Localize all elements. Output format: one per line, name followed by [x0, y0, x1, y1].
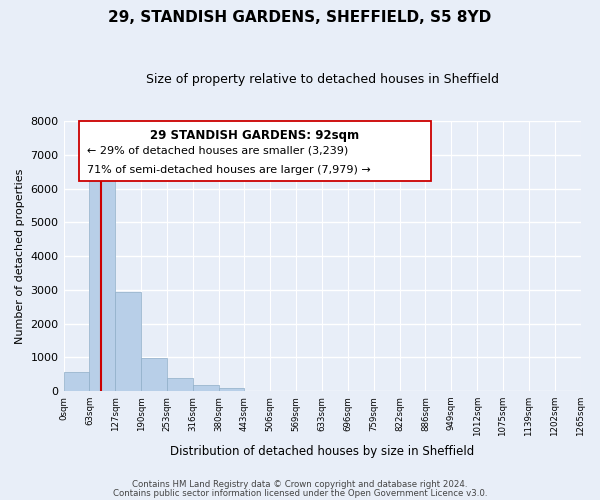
Bar: [89, 176, 115, 391]
FancyBboxPatch shape: [79, 122, 431, 180]
X-axis label: Distribution of detached houses by size in Sheffield: Distribution of detached houses by size …: [170, 444, 474, 458]
Text: ← 29% of detached houses are smaller (3,239): ← 29% of detached houses are smaller (3,…: [87, 146, 348, 156]
Text: 71% of semi-detached houses are larger (7,979) →: 71% of semi-detached houses are larger (…: [87, 164, 371, 174]
Bar: [141, 358, 167, 391]
Bar: [218, 388, 244, 391]
Bar: [115, 292, 141, 391]
Bar: [193, 385, 218, 391]
Bar: [64, 372, 89, 391]
Y-axis label: Number of detached properties: Number of detached properties: [15, 168, 25, 344]
Text: Contains public sector information licensed under the Open Government Licence v3: Contains public sector information licen…: [113, 489, 487, 498]
Title: Size of property relative to detached houses in Sheffield: Size of property relative to detached ho…: [146, 72, 499, 86]
Bar: [167, 378, 193, 391]
Text: Contains HM Land Registry data © Crown copyright and database right 2024.: Contains HM Land Registry data © Crown c…: [132, 480, 468, 489]
Text: 29 STANDISH GARDENS: 92sqm: 29 STANDISH GARDENS: 92sqm: [150, 130, 359, 142]
Text: 29, STANDISH GARDENS, SHEFFIELD, S5 8YD: 29, STANDISH GARDENS, SHEFFIELD, S5 8YD: [109, 10, 491, 25]
